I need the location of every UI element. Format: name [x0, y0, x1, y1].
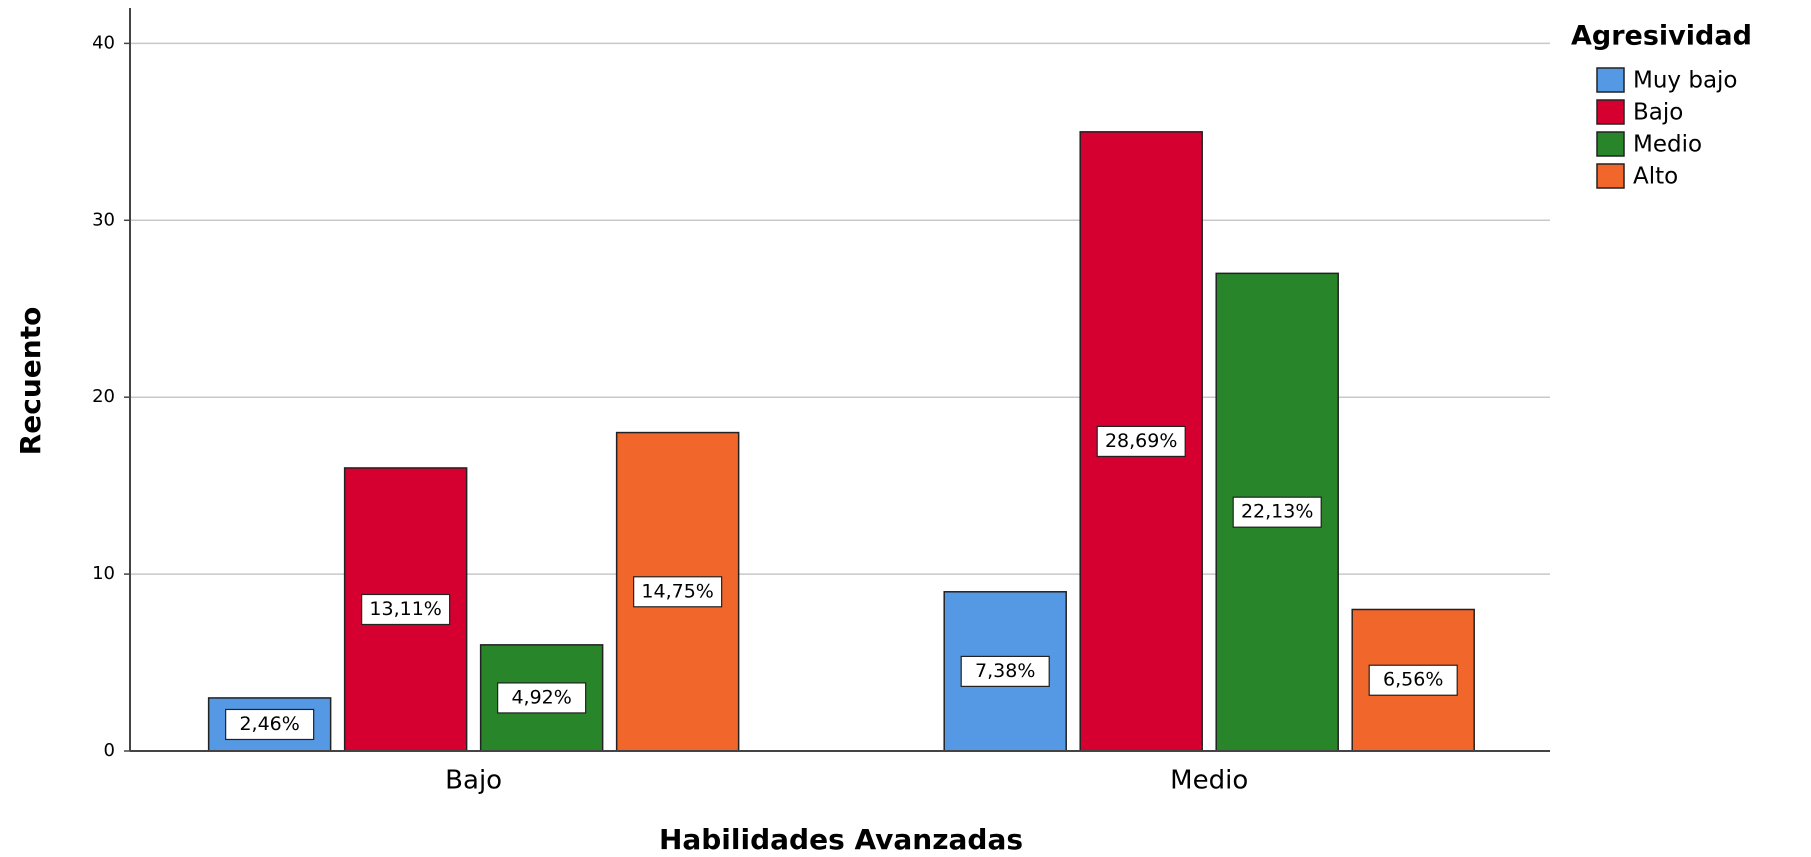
x-tick-label: Medio [1170, 766, 1248, 796]
data-label: 2,46% [239, 713, 299, 735]
y-tick-label: 20 [92, 386, 115, 407]
legend-swatch [1596, 99, 1625, 125]
data-label: 6,56% [1383, 669, 1443, 691]
legend-label: Bajo [1633, 100, 1683, 126]
label-box [1232, 496, 1322, 528]
y-tick-label: 0 [104, 740, 115, 761]
legend-title: Agresividad [1571, 21, 1752, 52]
label-box [497, 682, 587, 714]
data-label: 4,92% [511, 686, 571, 708]
y-tick-label: 10 [92, 563, 115, 584]
label-box [361, 593, 451, 626]
label-box [1096, 425, 1186, 458]
y-tick-label: 30 [92, 209, 115, 230]
data-label: 14,75% [641, 580, 713, 602]
label-box [633, 576, 723, 608]
legend-label: Muy bajo [1633, 68, 1738, 94]
y-axis-title: Recuento [14, 307, 47, 456]
legend-label: Alto [1633, 164, 1678, 190]
legend-label: Medio [1633, 132, 1702, 158]
data-label: 22,13% [1241, 501, 1313, 523]
label-box [1368, 664, 1458, 696]
data-label: 7,38% [975, 660, 1035, 682]
label-box [225, 708, 315, 741]
legend-swatch [1596, 67, 1625, 93]
data-label: 13,11% [369, 598, 441, 620]
data-label: 28,69% [1105, 430, 1177, 452]
legend-swatch [1596, 131, 1625, 157]
x-tick-label: Bajo [445, 766, 502, 796]
y-tick-label: 40 [92, 32, 115, 53]
legend-swatch [1596, 163, 1625, 189]
x-axis-title: Habilidades Avanzadas [659, 823, 1023, 856]
label-box [960, 655, 1050, 687]
